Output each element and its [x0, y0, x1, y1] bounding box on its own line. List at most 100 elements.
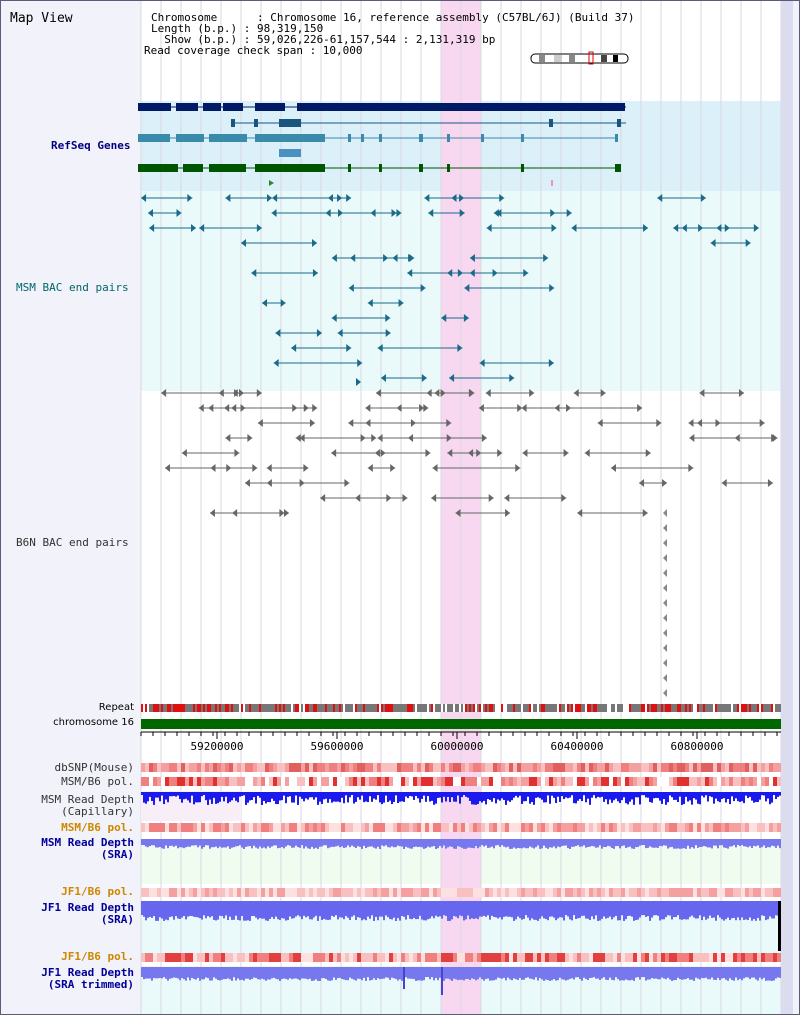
bac-end-icon — [699, 389, 705, 397]
depth-bar — [507, 839, 509, 847]
depth-bar — [311, 839, 313, 847]
repeat-block — [453, 704, 455, 712]
heat-cell — [529, 763, 533, 772]
heat-cell — [385, 777, 389, 786]
heat-cell — [537, 823, 541, 832]
depth-bar — [317, 792, 319, 805]
depth-bar — [335, 839, 337, 847]
depth-bar — [421, 792, 423, 799]
heat-cell — [505, 953, 509, 962]
track-label-jf1-depth-1[interactable]: JF1 Read Depth (SRA) — [41, 902, 134, 926]
track-label-msm-b6-pol-sra[interactable]: MSM/B6 pol. — [61, 821, 134, 834]
track-label-b6n-bac[interactable]: B6N BAC end pairs — [16, 536, 129, 549]
heat-cell — [553, 777, 557, 786]
depth-bar — [591, 967, 593, 978]
repeat-block — [623, 704, 625, 712]
track-label-jf1-depth-2[interactable]: JF1 Read Depth (SRA trimmed) — [41, 967, 134, 991]
depth-bar — [479, 792, 481, 802]
depth-bar — [669, 839, 671, 848]
repeat-block — [141, 704, 143, 712]
heat-cell — [385, 823, 389, 832]
depth-bar — [419, 792, 421, 803]
depth-bar — [747, 901, 749, 921]
track-label-jf1-b6-pol-2[interactable]: JF1/B6 pol. — [61, 950, 134, 963]
heat-cell — [257, 953, 261, 962]
depth-bar — [577, 792, 579, 801]
track-label-refseq[interactable]: RefSeq Genes — [51, 139, 131, 152]
bac-end-icon — [164, 464, 170, 472]
track-label-msm-depth-cap[interactable]: MSM Read Depth (Capillary) — [41, 794, 134, 818]
heat-cell — [533, 763, 537, 772]
depth-bar — [695, 792, 697, 800]
bac-end-icon — [548, 359, 554, 367]
repeat-track — [141, 704, 781, 712]
heat-cell — [585, 763, 589, 772]
depth-bar — [161, 839, 163, 849]
track-label-msm-b6-pol[interactable]: MSM/B6 pol. — [61, 775, 134, 788]
depth-bar — [483, 839, 485, 847]
bac-end-icon — [244, 479, 250, 487]
repeat-block — [481, 704, 483, 712]
depth-bar — [309, 901, 311, 920]
repeat-block — [445, 704, 447, 712]
depth-bar — [655, 792, 657, 798]
heat-cell — [289, 763, 293, 772]
depth-bar — [339, 967, 341, 978]
depth-bar — [761, 839, 763, 848]
depth-bar — [479, 967, 481, 978]
heat-cell — [717, 763, 721, 772]
track-label-msm-bac[interactable]: MSM BAC end pairs — [16, 281, 129, 294]
heat-cell — [697, 823, 701, 832]
depth-bar — [381, 901, 383, 917]
heat-cell — [593, 823, 597, 832]
depth-bar — [691, 839, 693, 848]
heat-cell — [209, 888, 213, 897]
depth-bar — [687, 792, 689, 802]
heat-cell — [729, 953, 733, 962]
depth-bar — [693, 792, 695, 799]
heat-cell — [457, 888, 461, 897]
heat-cell — [381, 823, 385, 832]
heat-cell — [757, 953, 761, 962]
track-label-dbsnp[interactable]: dbSNP(Mouse) — [54, 761, 134, 774]
depth-bar — [779, 839, 781, 849]
msm-depth-sra — [141, 839, 781, 849]
depth-bar — [613, 792, 615, 801]
depth-bar — [571, 792, 573, 796]
repeat-block — [667, 704, 669, 712]
depth-bar — [555, 967, 557, 981]
track-label-jf1-b6-pol-1[interactable]: JF1/B6 pol. — [61, 885, 134, 898]
depth-bar — [517, 792, 519, 798]
heat-cell — [629, 953, 633, 962]
bac-end-icon — [481, 434, 487, 442]
heat-cell — [205, 763, 209, 772]
depth-bar — [665, 839, 667, 846]
depth-bar — [163, 792, 165, 805]
gene-exon — [521, 134, 524, 142]
track-label-msm-depth-sra[interactable]: MSM Read Depth (SRA) — [41, 837, 134, 861]
depth-bar — [219, 792, 221, 802]
depth-bar — [523, 901, 525, 919]
depth-bar — [677, 792, 679, 803]
heat-cell — [349, 763, 353, 772]
track-label-repeat[interactable]: Repeat — [98, 702, 134, 713]
heat-cell — [277, 777, 281, 786]
depth-bar — [431, 839, 433, 847]
heat-cell — [357, 823, 361, 832]
depth-bar — [477, 967, 479, 980]
depth-bar — [301, 901, 303, 920]
repeat-block — [573, 704, 575, 712]
depth-bar — [747, 839, 749, 848]
depth-bar — [195, 901, 197, 918]
depth-bar — [757, 967, 759, 981]
track-label-chromosome[interactable]: chromosome 16 — [53, 717, 134, 728]
heat-cell — [321, 823, 325, 832]
heat-cell — [193, 953, 197, 962]
heat-cell — [185, 777, 189, 786]
repeat-block — [475, 704, 477, 712]
heat-cell — [629, 823, 633, 832]
depth-bar — [397, 839, 399, 846]
depth-bar — [345, 901, 347, 917]
bac-end-icon — [331, 254, 337, 262]
